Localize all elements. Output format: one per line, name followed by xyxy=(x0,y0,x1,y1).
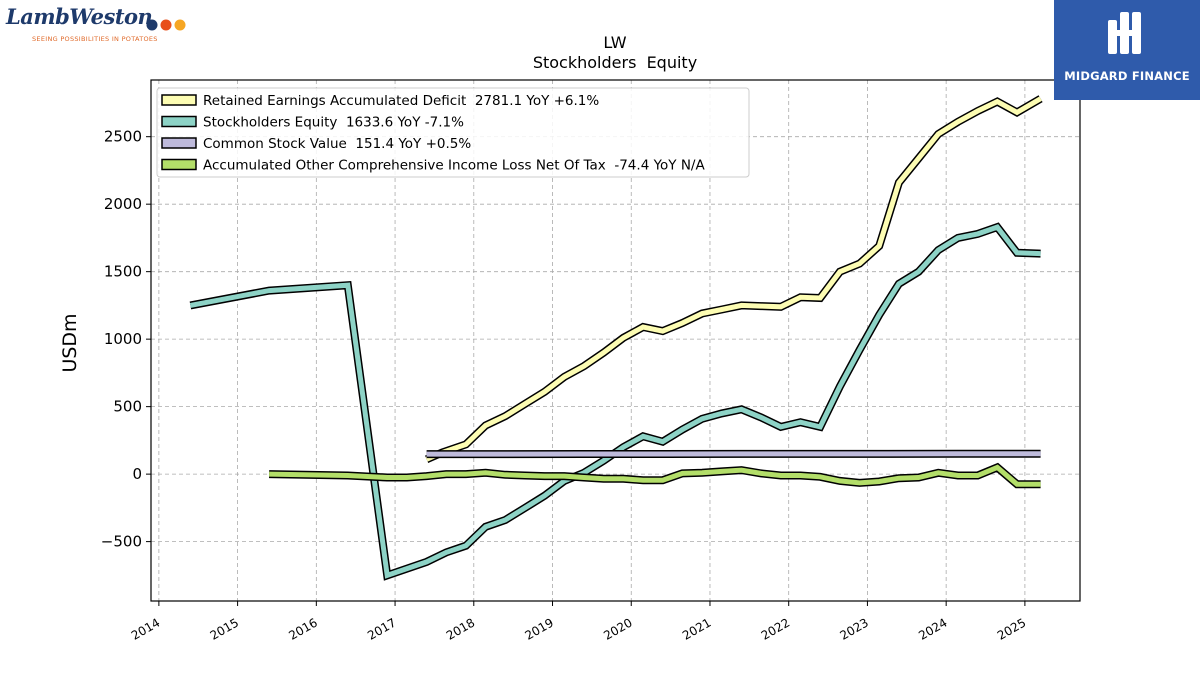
y-tick-label: 2500 xyxy=(104,128,142,146)
plot-frame xyxy=(150,79,1081,602)
series-outline-equity xyxy=(189,222,1041,581)
company-logo: LambWeston SEEING POSSIBILITIES IN POTAT… xyxy=(6,4,186,44)
legend-swatch xyxy=(161,158,197,171)
legend-entry: Stockholders Equity 1633.6 YoY -7.1% xyxy=(203,115,464,131)
x-tick-label: 2017 xyxy=(365,615,398,642)
y-tick-label: 0 xyxy=(132,465,142,483)
chart-subtitle: Stockholders Equity xyxy=(533,53,697,72)
series-lines xyxy=(189,95,1043,581)
series-line-retained xyxy=(425,96,1042,462)
x-tick-label: 2023 xyxy=(837,615,870,642)
x-tick-label: 2016 xyxy=(286,615,319,642)
legend-box xyxy=(156,87,750,178)
x-tick-label: 2015 xyxy=(208,615,241,642)
potato-dots-icon xyxy=(146,19,186,31)
series-line-aoci xyxy=(269,464,1041,487)
y-tick-label: 1500 xyxy=(104,263,142,281)
y-tick-label: 2000 xyxy=(104,195,142,213)
legend: Retained Earnings Accumulated Deficit 27… xyxy=(156,87,750,178)
chart-title: LW xyxy=(603,33,626,52)
sponsor-logo-text: MIDGARD FINANCE xyxy=(1064,69,1190,83)
x-tick-label: 2024 xyxy=(916,615,949,642)
legend-entry: Common Stock Value 151.4 YoY +0.5% xyxy=(203,136,471,152)
x-tick-label: 2022 xyxy=(759,615,792,642)
x-tick-label: 2020 xyxy=(601,615,634,642)
company-logo-wordmark: LambWeston xyxy=(6,4,153,29)
y-axis-label: USDm xyxy=(59,313,81,372)
x-tick-label: 2019 xyxy=(523,615,556,642)
x-tick-label: 2021 xyxy=(680,615,713,642)
x-tick-label: 2014 xyxy=(129,615,162,642)
midgard-emblem-icon xyxy=(1108,12,1141,54)
legend-swatch xyxy=(161,137,197,149)
sponsor-logo: MIDGARD FINANCE xyxy=(1054,0,1200,100)
x-tick-label: 2018 xyxy=(444,615,477,642)
y-tick-label: 500 xyxy=(113,398,142,416)
x-tick-label: 2025 xyxy=(995,615,1028,642)
company-tagline: SEEING POSSIBILITIES IN POTATOES xyxy=(32,35,158,43)
series-line-equity xyxy=(189,224,1041,579)
legend-entry: Retained Earnings Accumulated Deficit 27… xyxy=(203,93,599,109)
legend-swatch xyxy=(161,115,197,128)
legend-entry: Accumulated Other Comprehensive Income L… xyxy=(203,158,705,174)
y-tick-label: 1000 xyxy=(104,330,142,348)
legend-swatch xyxy=(161,94,197,106)
y-tick-label: −500 xyxy=(101,533,142,551)
